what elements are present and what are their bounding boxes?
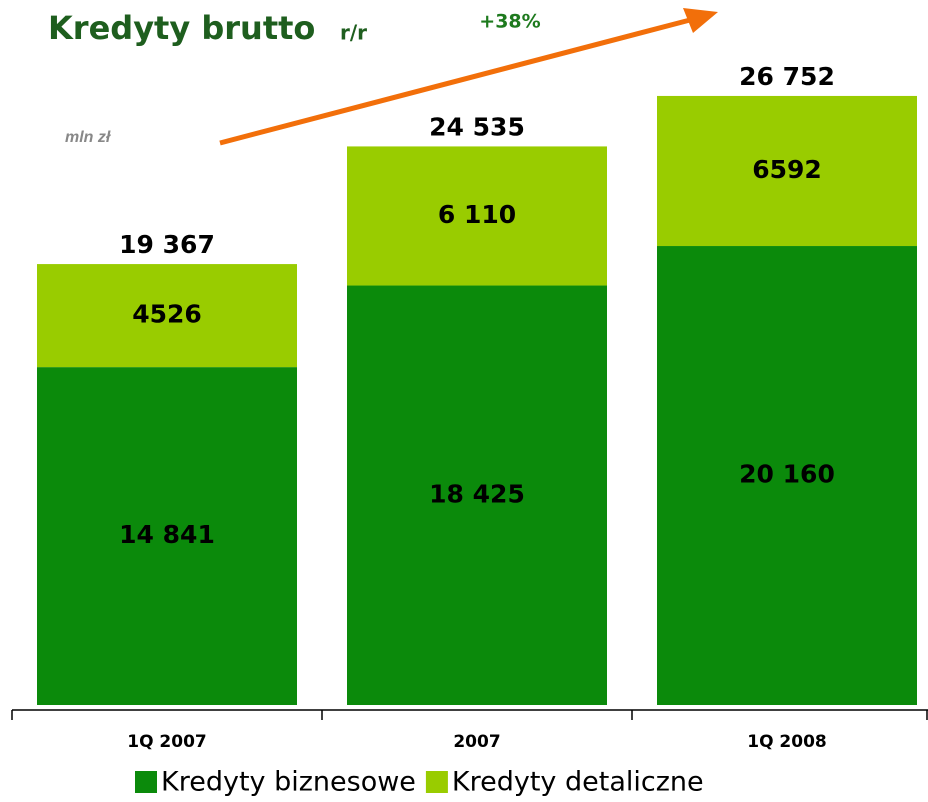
x-tick-label: 1Q 2008 [747, 732, 827, 752]
annotation: +38% [479, 11, 540, 33]
value-label: 20 160 [739, 460, 835, 489]
bar-segment [657, 246, 917, 706]
trend-arrow [219, 17, 691, 146]
bar-segment [37, 367, 297, 705]
legend-swatch [135, 771, 157, 793]
total-label: 24 535 [429, 112, 525, 141]
total-label: 26 752 [739, 62, 835, 91]
value-label: 18 425 [429, 479, 525, 508]
legend-label: Kredyty detaliczne [452, 767, 704, 798]
unit-label: mln zł [65, 129, 111, 146]
value-label: 6592 [752, 155, 822, 184]
total-label: 19 367 [119, 230, 215, 259]
value-label: 6 110 [438, 200, 516, 229]
legend-label: Kredyty biznesowe [161, 767, 416, 798]
bar-segment [347, 285, 607, 705]
x-tick-label: 1Q 2007 [127, 732, 207, 752]
chart-subtitle: r/r [340, 21, 367, 45]
arrow-head [683, 8, 718, 33]
chart-title: Kredyty brutto [48, 9, 315, 47]
value-label: 4526 [132, 300, 202, 329]
legend-swatch [425, 771, 448, 793]
value-label: 14 841 [119, 520, 215, 549]
bar-segment [37, 264, 297, 368]
x-tick-label: 2007 [453, 732, 500, 752]
bar-segment [657, 95, 917, 247]
bar-segment [347, 146, 607, 286]
